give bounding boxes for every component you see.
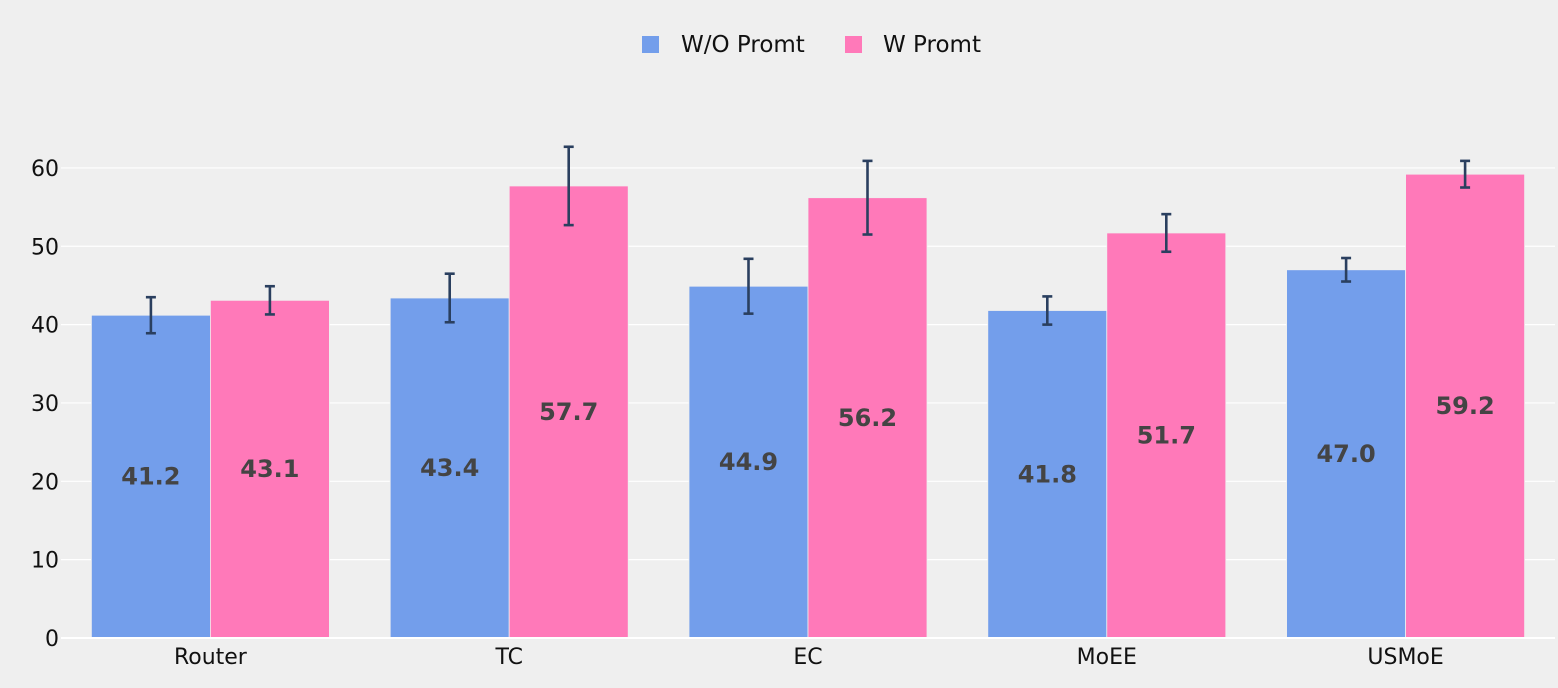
- y-tick-label-40: 40: [31, 314, 59, 339]
- bars: [91, 174, 1524, 638]
- y-tick-label-10: 10: [31, 549, 59, 574]
- y-tick-label-60: 60: [31, 157, 59, 182]
- legend-swatch-0: [642, 36, 659, 53]
- x-tick-label-moee: MoEE: [1077, 645, 1137, 670]
- y-tick-label-50: 50: [31, 235, 59, 260]
- legend-item-0[interactable]: W/O Promt: [642, 32, 805, 58]
- x-tick-label-ec: EC: [793, 645, 822, 670]
- y-tick-label-0: 0: [45, 627, 59, 652]
- legend[interactable]: W/O Promt W Promt: [642, 32, 981, 58]
- y-tick-label-30: 30: [31, 392, 59, 417]
- y-tick-label-20: 20: [31, 470, 59, 495]
- data-label-ec-series-1: 56.2: [838, 404, 897, 432]
- x-tick-label-usmoe: USMoE: [1367, 645, 1443, 670]
- legend-swatch-1: [845, 36, 862, 53]
- data-label-ec-series-0: 44.9: [719, 448, 778, 476]
- legend-item-1[interactable]: W Promt: [845, 32, 981, 58]
- x-tick-label-tc: TC: [494, 645, 523, 670]
- data-label-usmoe-series-0: 47.0: [1316, 440, 1375, 468]
- data-label-usmoe-series-1: 59.2: [1435, 392, 1494, 420]
- bar-chart: 41.2 43.1 43.4 57.7 44.9 56.2 41.8 51.7 47.0 59.2…: [0, 0, 1558, 688]
- data-label-router-series-0: 41.2: [121, 463, 180, 491]
- x-tick-label-router: Router: [174, 645, 248, 670]
- legend-label-1: W Promt: [883, 32, 981, 58]
- data-label-router-series-1: 43.1: [240, 455, 299, 483]
- legend-label-0: W/O Promt: [681, 32, 805, 58]
- data-label-moee-series-0: 41.8: [1018, 460, 1077, 488]
- data-label-moee-series-1: 51.7: [1137, 421, 1196, 449]
- data-label-tc-series-0: 43.4: [420, 454, 479, 482]
- data-label-tc-series-1: 57.7: [539, 398, 598, 426]
